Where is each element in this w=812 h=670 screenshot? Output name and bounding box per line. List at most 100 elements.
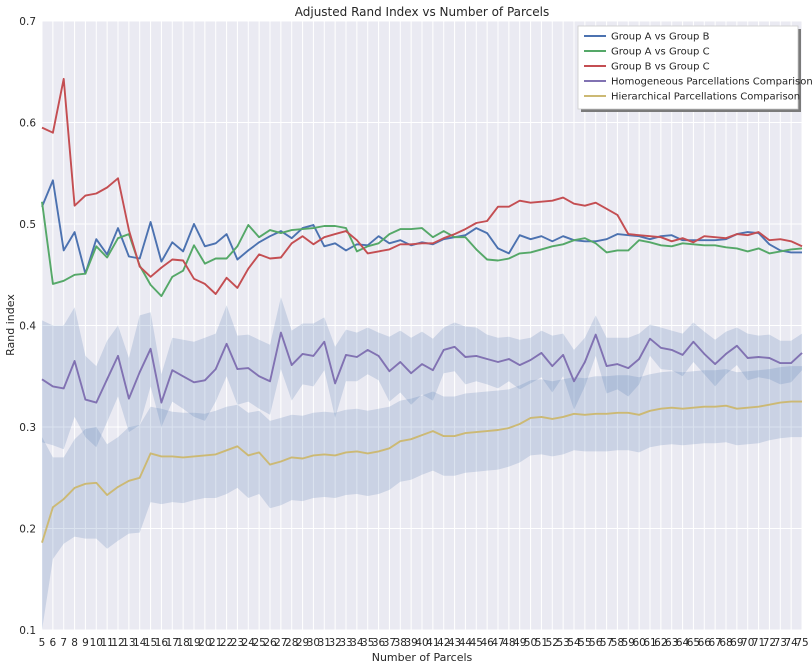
x-tick-label: 52	[546, 637, 559, 649]
legend-label: Hierarchical Parcellations Comparison	[611, 92, 800, 103]
x-tick-label: 11	[100, 637, 113, 649]
x-tick-label: 29	[296, 637, 309, 649]
x-tick-label: 49	[513, 637, 526, 649]
y-axis-label: Rand index	[4, 294, 17, 356]
x-tick-label: 58	[611, 637, 624, 649]
x-tick-label: 34	[350, 637, 364, 649]
x-tick-label: 72	[763, 637, 776, 649]
x-tick-label: 23	[231, 637, 244, 649]
x-tick-label: 26	[263, 637, 277, 649]
x-tick-label: 41	[426, 637, 439, 649]
x-tick-label: 74	[784, 637, 798, 649]
x-tick-label: 32	[328, 637, 341, 649]
series-lines	[41, 77, 803, 543]
x-tick-label: 62	[654, 637, 667, 649]
chart-title: Adjusted Rand Index vs Number of Parcels	[295, 5, 550, 19]
x-tick-label: 30	[307, 637, 320, 649]
y-tick-labels: 0.1 0.2 0.3 0.4 0.5 0.6 0.7	[19, 16, 36, 637]
x-axis-label: Number of Parcels	[372, 651, 473, 664]
x-tick-label: 12	[111, 637, 124, 649]
x-tick-label: 68	[719, 637, 732, 649]
x-tick-label: 65	[687, 637, 700, 649]
x-tick-label: 5	[39, 637, 46, 649]
x-tick-label: 43	[448, 637, 461, 649]
y-tick-label: 0.6	[19, 118, 36, 130]
x-tick-label: 61	[643, 637, 656, 649]
x-tick-label: 71	[752, 637, 765, 649]
x-tick-label: 57	[600, 637, 613, 649]
x-tick-label: 27	[274, 637, 287, 649]
x-tick-label: 46	[480, 637, 494, 649]
legend-label: Group A vs Group C	[611, 47, 710, 58]
x-tick-label: 39	[404, 637, 417, 649]
x-tick-label: 13	[122, 637, 135, 649]
x-tick-label: 19	[187, 637, 200, 649]
x-tick-label: 53	[556, 637, 569, 649]
x-tick-label: 69	[730, 637, 743, 649]
x-tick-label: 47	[491, 637, 504, 649]
y-tick-label: 0.5	[19, 219, 36, 231]
x-tick-label: 28	[285, 637, 298, 649]
grid-lines	[41, 20, 803, 631]
x-tick-label: 20	[198, 637, 211, 649]
x-tick-label: 70	[741, 637, 754, 649]
x-tick-label: 25	[252, 637, 265, 649]
x-tick-label: 33	[339, 637, 352, 649]
x-tick-label: 31	[318, 637, 331, 649]
x-tick-label: 35	[361, 637, 374, 649]
y-tick-label: 0.7	[19, 16, 36, 28]
x-tick-label: 66	[698, 637, 712, 649]
x-tick-label: 14	[133, 637, 147, 649]
x-tick-label: 7	[60, 637, 67, 649]
x-tick-label: 55	[578, 637, 591, 649]
x-tick-label: 54	[567, 637, 581, 649]
x-tick-label: 59	[622, 637, 635, 649]
x-tick-label: 18	[176, 637, 189, 649]
legend-label: Group A vs Group B	[611, 32, 710, 43]
confidence-bands	[42, 297, 802, 630]
x-tick-label: 37	[383, 637, 396, 649]
x-tick-label: 40	[415, 637, 428, 649]
x-tick-label: 21	[209, 637, 222, 649]
series-line	[41, 201, 803, 298]
x-tick-label: 56	[589, 637, 603, 649]
legend-box	[577, 25, 799, 110]
x-tick-label: 45	[470, 637, 483, 649]
x-tick-label: 9	[82, 637, 89, 649]
series-line	[41, 77, 803, 295]
x-tick-labels: 5 6 7 8 9 10111213141516171819202122232425262…	[39, 637, 809, 649]
x-tick-label: 38	[394, 637, 407, 649]
x-tick-label: 10	[90, 637, 103, 649]
x-tick-label: 22	[220, 637, 233, 649]
series-line	[41, 400, 802, 543]
x-tick-label: 64	[676, 637, 690, 649]
x-tick-label: 60	[632, 637, 645, 649]
x-tick-label: 44	[459, 637, 473, 649]
series-line	[41, 331, 803, 404]
legend: Group A vs Group B Group A vs Group C Grou…	[577, 25, 812, 112]
x-tick-label: 48	[502, 637, 515, 649]
x-tick-label: 63	[665, 637, 678, 649]
x-tick-label: 50	[524, 637, 537, 649]
x-tick-label: 36	[372, 637, 386, 649]
x-tick-label: 73	[774, 637, 787, 649]
x-tick-label: 15	[144, 637, 157, 649]
x-tick-label: 16	[155, 637, 169, 649]
y-tick-label: 0.2	[19, 524, 36, 536]
x-tick-label: 24	[242, 637, 256, 649]
legend-label: Homogeneous Parcellations Comparison	[611, 77, 812, 88]
x-tick-label: 75	[795, 637, 808, 649]
x-tick-label: 17	[166, 637, 179, 649]
x-tick-label: 51	[535, 637, 548, 649]
y-tick-label: 0.1	[19, 625, 36, 637]
x-tick-label: 42	[437, 637, 450, 649]
x-tick-label: 6	[50, 637, 57, 649]
x-tick-label: 67	[708, 637, 721, 649]
legend-label: Group B vs Group C	[611, 62, 710, 73]
x-tick-label: 8	[71, 637, 78, 649]
confidence-band	[42, 366, 802, 630]
series-line	[41, 179, 802, 275]
y-tick-label: 0.4	[19, 321, 36, 333]
y-tick-label: 0.3	[19, 422, 36, 434]
